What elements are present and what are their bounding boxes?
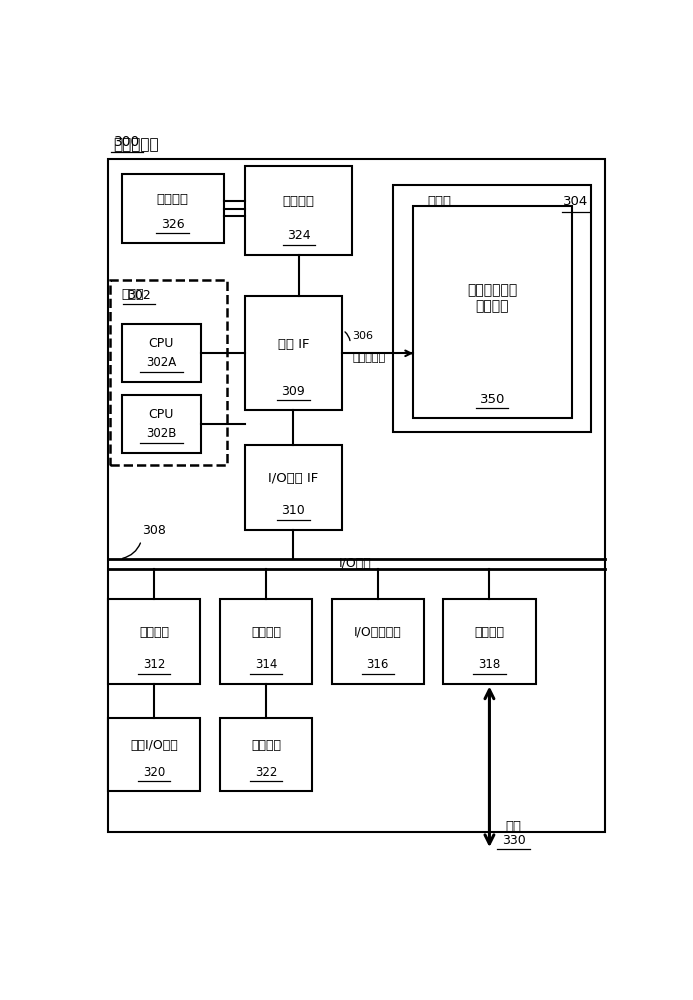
Text: CPU: CPU xyxy=(148,408,174,421)
Bar xyxy=(245,445,342,530)
Text: 320: 320 xyxy=(143,766,166,779)
Text: 302A: 302A xyxy=(146,356,177,369)
Text: CPU: CPU xyxy=(148,337,174,350)
Text: 显示系统: 显示系统 xyxy=(283,195,315,208)
Text: I/O总线: I/O总线 xyxy=(339,557,371,570)
Text: 存储接口: 存储接口 xyxy=(251,626,281,639)
Text: 316: 316 xyxy=(367,658,389,671)
Text: 312: 312 xyxy=(143,658,166,671)
Bar xyxy=(393,185,592,432)
Text: 330: 330 xyxy=(502,834,525,847)
Text: 存储器总线: 存储器总线 xyxy=(353,353,385,363)
Text: 308: 308 xyxy=(143,524,166,537)
Text: 302: 302 xyxy=(128,289,151,302)
Text: 存储器: 存储器 xyxy=(428,195,452,208)
Text: 302B: 302B xyxy=(146,427,177,440)
Text: 网络接口: 网络接口 xyxy=(475,626,505,639)
Bar xyxy=(109,280,227,465)
Text: 322: 322 xyxy=(255,766,277,779)
Text: I/O总线 IF: I/O总线 IF xyxy=(268,472,319,485)
Bar xyxy=(220,718,312,791)
Bar xyxy=(220,599,312,684)
Bar xyxy=(108,158,605,832)
Text: 310: 310 xyxy=(281,504,306,517)
Text: I/O设备接口: I/O设备接口 xyxy=(354,626,402,639)
Text: 350: 350 xyxy=(480,393,505,406)
Bar xyxy=(108,599,200,684)
Text: 314: 314 xyxy=(255,658,277,671)
Text: 终端接口: 终端接口 xyxy=(139,626,169,639)
Bar xyxy=(121,395,201,453)
Bar xyxy=(331,599,424,684)
Text: 306: 306 xyxy=(353,331,374,341)
Bar xyxy=(413,206,572,418)
Text: 存储装置: 存储装置 xyxy=(251,739,281,752)
Text: 尺寸测量管理
应用程序: 尺寸测量管理 应用程序 xyxy=(467,283,518,313)
Bar xyxy=(245,166,353,255)
Bar xyxy=(444,599,536,684)
Bar xyxy=(108,718,200,791)
Text: 300: 300 xyxy=(114,135,140,149)
Text: 显示装置: 显示装置 xyxy=(157,193,188,206)
Text: 网络: 网络 xyxy=(506,820,522,833)
Text: 总线 IF: 总线 IF xyxy=(278,338,309,351)
Text: 318: 318 xyxy=(478,658,500,671)
Text: 324: 324 xyxy=(287,229,310,242)
Text: 309: 309 xyxy=(281,385,306,398)
Text: 处理器: 处理器 xyxy=(121,288,144,301)
Text: 304: 304 xyxy=(563,195,588,208)
Text: 计算机系统: 计算机系统 xyxy=(114,137,159,152)
Text: 用户I/O设备: 用户I/O设备 xyxy=(130,739,178,752)
Bar xyxy=(121,174,224,243)
Bar xyxy=(245,296,342,410)
Text: 326: 326 xyxy=(161,218,184,231)
Bar xyxy=(121,324,201,382)
